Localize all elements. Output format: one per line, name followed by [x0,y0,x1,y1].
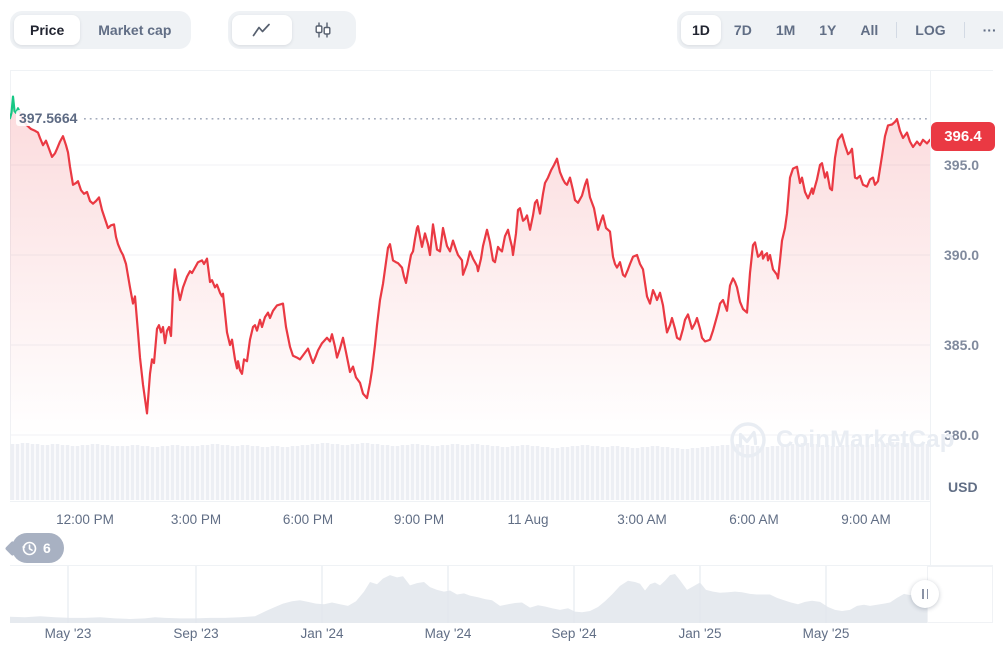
range-1y-button[interactable]: 1Y [819,22,837,38]
handle-grip-icon [922,589,924,599]
market-cap-tab[interactable]: Market cap [98,22,172,38]
range-7d-button[interactable]: 7D [733,22,752,38]
x-axis-label: 11 Aug [507,512,549,527]
line-chart-type-button[interactable] [232,15,292,45]
toolbar-separator [963,22,965,38]
price-tab[interactable]: Price [14,15,81,45]
scrubber-date-label: Sep '23 [173,626,219,641]
last-price-badge: 396.4 [931,122,995,151]
price-chart-canvas[interactable] [10,70,930,500]
x-axis-label: 9:00 PM [393,512,445,527]
x-axis-label: 6:00 PM [282,512,334,527]
y-axis-label: 390.0 [944,247,980,263]
history-events-badge[interactable]: 6 [4,533,64,563]
chart-top-border [10,70,993,71]
x-axis-label: 3:00 PM [170,512,222,527]
history-count: 6 [43,540,51,556]
x-axis-label: 3:00 AM [617,512,667,527]
handle-grip-icon [926,589,928,599]
x-axis-label: 6:00 AM [729,512,779,527]
scrubber-date-label: Sep '24 [551,626,597,641]
scrubber-top-border [10,565,993,566]
scrubber-drag-handle[interactable] [911,580,939,608]
chart-bottom-border [10,501,930,502]
y-axis-label: 385.0 [944,337,980,353]
scrubber-date-label: May '24 [424,626,472,641]
chart-type-toggle-group [228,11,356,49]
range-1m-button[interactable]: 1M [775,22,796,38]
currency-unit-label: USD [948,479,978,495]
metric-toggle-group: Price Market cap [10,11,192,49]
line-chart-icon [252,23,272,37]
x-axis-label: 12:00 PM [56,512,114,527]
clock-history-icon [21,540,38,557]
range-all-button[interactable]: All [860,22,879,38]
range-toggle-group: 1D 7D 1M 1Y All LOG ··· [677,11,1003,49]
range-1d-button[interactable]: 1D [681,15,721,45]
open-price-label: 397.5664 [16,110,81,126]
candlestick-icon [314,22,332,38]
log-scale-button[interactable]: LOG [915,22,946,38]
toolbar-separator [896,22,898,38]
more-options-button[interactable]: ··· [982,22,997,38]
axis-separator [930,70,931,565]
scrubber-date-label: Jan '24 [300,626,344,641]
history-scrubber[interactable] [10,566,927,623]
scrubber-date-label: May '25 [802,626,850,641]
scrubber-date-label: May '23 [44,626,92,641]
x-axis-label: 9:00 AM [841,512,891,527]
candlestick-chart-type-button[interactable] [294,15,352,45]
y-axis-label: 380.0 [944,427,980,443]
y-axis-label: 395.0 [944,157,980,173]
scrubber-date-label: Jan '25 [678,626,722,641]
